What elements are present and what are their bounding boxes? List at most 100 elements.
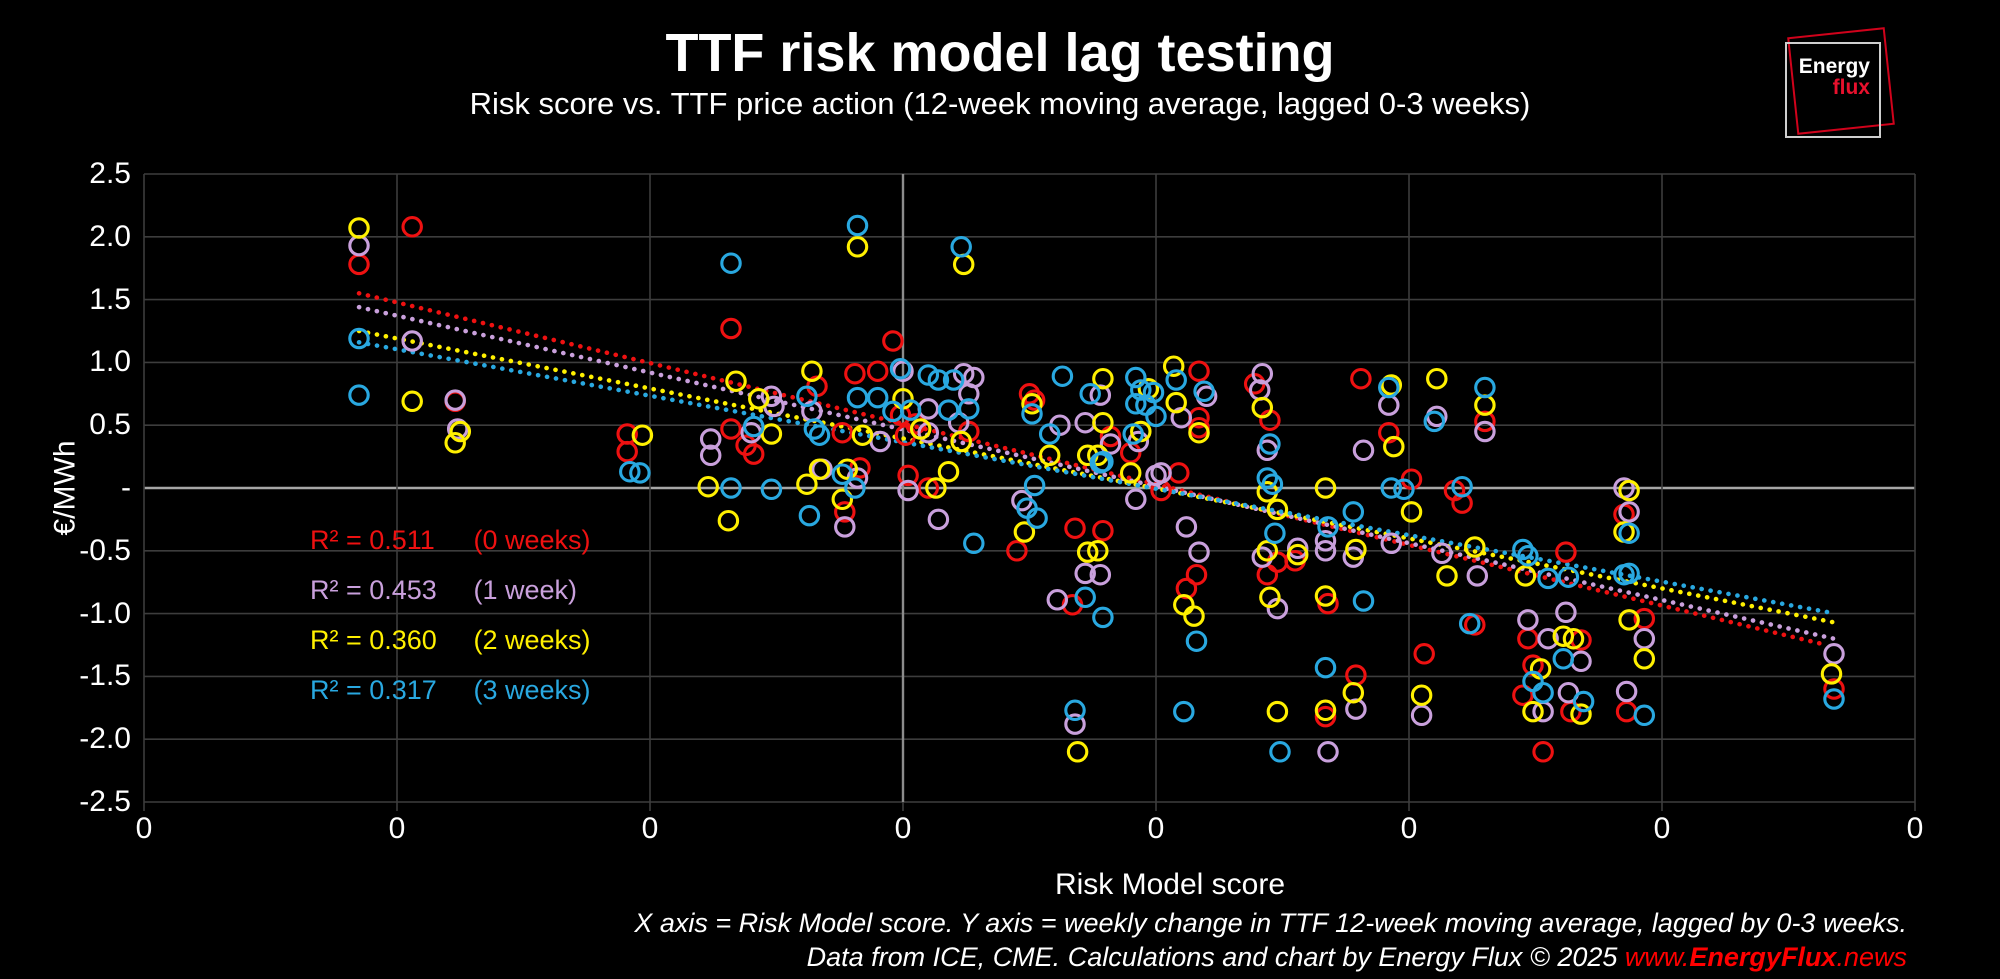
data-point-0-weeks — [1451, 492, 1473, 514]
data-point-1-week — [1089, 563, 1112, 586]
data-point-2-weeks — [846, 236, 869, 258]
data-point-3-weeks — [1269, 741, 1291, 763]
y-tick-label: -0.5 — [79, 533, 131, 567]
data-point-2-weeks — [1633, 648, 1656, 670]
data-point-1-week — [1570, 650, 1592, 673]
data-point-1-week — [1431, 542, 1453, 565]
data-point-0-weeks — [1413, 643, 1435, 665]
data-point-2-weeks — [1188, 421, 1210, 444]
legend-row-3-weeks: R² = 0.317 (3 weeks) — [310, 675, 591, 725]
data-point-3-weeks — [1474, 376, 1496, 399]
data-point-3-weeks — [1314, 656, 1337, 679]
data-point-1-week — [446, 418, 469, 440]
data-point-1-week — [1615, 680, 1638, 703]
data-point-2-weeks — [1286, 543, 1309, 566]
data-point-3-weeks — [1451, 475, 1473, 498]
y-tick-label: -2.5 — [79, 785, 131, 818]
data-point-1-week — [1188, 541, 1210, 563]
data-point-0-weeks — [1092, 519, 1114, 542]
chart-subtitle: Risk score vs. TTF price action (12-week… — [469, 86, 1531, 121]
data-point-1-week — [1378, 394, 1400, 416]
data-point-0-weeks — [1018, 383, 1041, 405]
data-point-2-weeks — [1162, 355, 1185, 377]
data-point-2-weeks — [796, 473, 818, 495]
data-point-2-weeks — [1314, 585, 1337, 607]
data-point-3-weeks — [927, 369, 950, 391]
y-tick-label: 0.5 — [89, 408, 131, 442]
data-point-0-weeks — [1350, 367, 1372, 390]
data-point-1-week — [834, 516, 856, 538]
data-point-0-weeks — [1823, 678, 1845, 700]
data-point-0-weeks — [844, 362, 866, 385]
data-point-0-weeks — [1188, 360, 1210, 382]
legend-r2-value: R² = 0.453 — [310, 575, 437, 605]
data-point-0-weeks — [834, 501, 856, 523]
data-point-3-weeks — [1145, 405, 1167, 428]
data-point-2-weeks — [937, 460, 960, 483]
logo-text-energy: Energy — [1798, 55, 1870, 78]
y-tick-label: 2.5 — [89, 157, 131, 190]
x-tick-label: 0 — [1653, 812, 1671, 845]
data-point-3-weeks — [1352, 590, 1375, 612]
data-point-2-weeks — [401, 390, 423, 413]
data-point-3-weeks — [1317, 516, 1339, 538]
data-point-3-weeks — [1079, 383, 1101, 405]
data-point-1-week — [1823, 643, 1845, 665]
data-point-1-week — [348, 234, 370, 257]
data-point-1-week — [1380, 532, 1403, 555]
legend-lag-label: (0 weeks) — [473, 525, 591, 555]
data-point-1-week — [1474, 420, 1496, 443]
data-point-3-weeks — [1256, 467, 1279, 489]
data-point-3-weeks — [1633, 704, 1656, 727]
data-point-3-weeks — [1618, 562, 1640, 585]
data-point-1-week — [1633, 627, 1656, 650]
data-point-3-weeks — [866, 386, 889, 409]
data-point-3-weeks — [1423, 410, 1446, 433]
data-point-1-week — [1074, 562, 1096, 585]
data-point-3-weeks — [1261, 473, 1284, 495]
data-point-2-weeks — [1087, 540, 1109, 562]
data-point-0-weeks — [1006, 540, 1028, 562]
y-tick-label: -1.5 — [79, 659, 131, 693]
data-point-2-weeks — [1266, 700, 1289, 723]
data-point-0-weeks — [1378, 421, 1400, 444]
legend-lag-label: (2 weeks) — [473, 625, 591, 655]
data-point-1-week — [897, 479, 919, 502]
energyflux-link[interactable]: www.EnergyFlux.news — [1624, 942, 1907, 972]
x-axis-title: Risk Model score — [1054, 868, 1286, 901]
plot-area — [143, 173, 1916, 811]
data-point-2-weeks — [1076, 541, 1099, 563]
data-point-1-week — [1618, 501, 1640, 523]
data-point-2-weeks — [1552, 625, 1575, 647]
data-point-3-weeks — [937, 399, 960, 421]
data-point-2-weeks — [1092, 411, 1114, 434]
data-point-0-weeks — [1633, 607, 1656, 630]
data-point-2-weeks — [1183, 605, 1205, 627]
data-point-1-week — [401, 330, 423, 352]
data-point-2-weeks — [1259, 586, 1281, 609]
data-point-2-weeks — [1256, 540, 1279, 562]
data-point-1-week — [1314, 530, 1337, 552]
data-point-3-weeks — [1264, 522, 1286, 544]
data-point-2-weeks — [909, 418, 932, 440]
data-point-0-weeks — [720, 418, 742, 440]
data-point-3-weeks — [1092, 606, 1114, 629]
data-point-3-weeks — [889, 357, 912, 380]
data-point-1-week — [1251, 362, 1274, 385]
x-tick-label: 0 — [894, 812, 912, 845]
data-point-2-weeks — [631, 424, 654, 446]
data-point-2-weeks — [952, 253, 975, 276]
data-point-1-week — [699, 428, 722, 450]
data-point-2-weeks — [1400, 501, 1423, 523]
data-point-3-weeks — [846, 214, 869, 237]
data-point-2-weeks — [808, 458, 831, 480]
data-point-2-weeks — [1251, 396, 1274, 419]
data-point-2-weeks — [444, 432, 466, 454]
data-point-3-weeks — [808, 424, 831, 446]
data-point-3-weeks — [1125, 366, 1147, 389]
data-point-2-weeks — [449, 420, 472, 443]
data-point-3-weeks — [803, 418, 826, 440]
data-point-3-weeks — [1026, 507, 1048, 529]
energyflux-logo: Energy flux — [1778, 27, 1898, 150]
data-point-3-weeks — [942, 369, 965, 391]
